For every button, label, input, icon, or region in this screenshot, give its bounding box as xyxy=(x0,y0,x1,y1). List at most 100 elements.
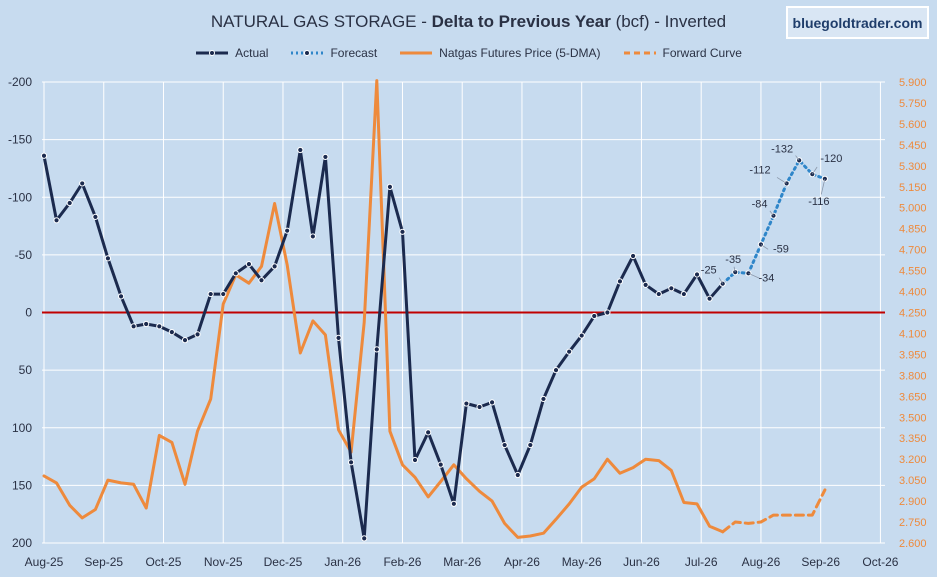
data-point xyxy=(476,403,483,411)
y-left-tick-label: -100 xyxy=(8,190,32,204)
data-point xyxy=(79,180,86,187)
annotation-leader xyxy=(748,272,760,279)
x-tick-label: Sep-26 xyxy=(801,555,840,569)
annotation-leader xyxy=(769,210,774,216)
legend-item-actual: Actual xyxy=(195,46,268,60)
x-tick-label: Dec-25 xyxy=(264,555,303,569)
data-point xyxy=(437,461,444,468)
data-label: -116 xyxy=(808,196,829,208)
data-point xyxy=(668,285,675,292)
legend-item-futures: Natgas Futures Price (5-DMA) xyxy=(399,46,601,60)
data-point xyxy=(604,309,611,316)
data-point xyxy=(629,252,637,260)
data-point xyxy=(655,290,662,298)
x-tick-label: Nov-25 xyxy=(204,555,243,569)
x-tick-label: Oct-26 xyxy=(862,555,898,569)
data-point xyxy=(591,312,598,320)
y-right-tick-label: 5.000 xyxy=(899,203,927,215)
data-point xyxy=(527,441,534,449)
data-point xyxy=(501,441,508,449)
x-tick-label: May-26 xyxy=(562,555,602,569)
y-right-tick-label: 5.150 xyxy=(899,182,927,194)
data-point xyxy=(194,331,201,338)
annotation-leader xyxy=(811,166,818,175)
data-point xyxy=(181,337,189,344)
annotation-leader xyxy=(760,244,769,250)
data-label: -35 xyxy=(725,254,741,266)
data-point xyxy=(411,456,419,464)
data-point xyxy=(156,323,163,330)
legend-swatch-forward xyxy=(623,51,656,55)
y-right-tick-label: 4.550 xyxy=(899,266,927,278)
x-tick-label: Apr-26 xyxy=(504,555,540,569)
data-label: -25 xyxy=(701,265,717,277)
data-point xyxy=(53,217,60,224)
y-right-tick-label: 5.600 xyxy=(899,119,927,131)
legend: Actual Forecast Natgas Futures Price (5-… xyxy=(0,46,937,60)
data-label: -120 xyxy=(820,153,842,165)
data-point xyxy=(232,270,239,277)
data-point xyxy=(271,263,278,270)
data-point xyxy=(309,233,316,240)
data-point xyxy=(425,429,432,436)
x-tick-label: Oct-25 xyxy=(145,555,181,569)
data-point xyxy=(220,290,227,298)
data-point xyxy=(373,346,380,353)
series-line-natgas-futures-price-5-dma- xyxy=(42,79,725,539)
y-right-tick-label: 4.400 xyxy=(899,287,927,299)
legend-swatch-futures xyxy=(400,51,433,55)
legend-label-forecast: Forecast xyxy=(330,46,378,60)
data-point xyxy=(693,271,701,278)
y-right-tick-label: 5.450 xyxy=(899,140,927,152)
y-left-tick-label: -150 xyxy=(8,133,32,147)
legend-label-futures: Natgas Futures Price (5-DMA) xyxy=(439,46,601,60)
y-right-tick-label: 4.700 xyxy=(899,245,927,257)
data-point xyxy=(540,395,547,403)
x-tick-label: Jan-26 xyxy=(324,555,361,569)
data-point xyxy=(361,535,368,542)
legend-item-forward: Forward Curve xyxy=(623,46,742,60)
data-point xyxy=(104,255,112,262)
y-right-tick-label: 4.850 xyxy=(899,224,927,236)
annotation-leader xyxy=(718,277,724,284)
y-right-tick-label: 2.750 xyxy=(899,517,927,529)
y-right-tick-label: 3.500 xyxy=(899,412,927,424)
y-right-tick-label: 2.600 xyxy=(899,538,927,550)
y-right-tick-label: 3.050 xyxy=(899,475,927,487)
data-point xyxy=(40,152,48,159)
y-right-tick-label: 3.800 xyxy=(899,370,927,382)
y-right-tick-label: 3.950 xyxy=(899,349,927,361)
x-tick-label: Feb-26 xyxy=(383,555,421,569)
brand-logo: bluegoldtrader.com xyxy=(786,6,929,39)
series-line-actual xyxy=(42,148,725,540)
y-right-tick-label: 5.300 xyxy=(899,161,927,173)
y-left-tick-label: 50 xyxy=(19,363,33,377)
data-label: -34 xyxy=(758,272,774,284)
legend-swatch-forecast xyxy=(291,50,324,56)
data-point xyxy=(680,290,687,298)
y-left-tick-label: 100 xyxy=(12,421,32,435)
y-right-tick-label: 5.750 xyxy=(899,98,927,110)
data-point xyxy=(66,199,73,207)
x-tick-label: Aug-26 xyxy=(742,555,781,569)
data-point xyxy=(117,293,125,300)
data-point xyxy=(450,500,457,507)
y-right-tick-label: 3.650 xyxy=(899,391,927,403)
data-point xyxy=(706,295,713,302)
data-point xyxy=(335,334,342,341)
legend-label-forward: Forward Curve xyxy=(662,46,742,60)
series-line-forward-curve xyxy=(721,488,827,534)
data-point xyxy=(258,277,265,284)
title-part3: (bcf) - Inverted xyxy=(610,12,727,31)
data-point xyxy=(245,260,253,268)
data-point xyxy=(566,348,573,355)
y-right-tick-label: 3.350 xyxy=(899,433,927,445)
y-right-tick-label: 2.900 xyxy=(899,496,927,508)
chart-title: NATURAL GAS STORAGE - Delta to Previous … xyxy=(0,12,937,32)
y-left-tick-label: 0 xyxy=(25,306,32,320)
annotation-leader xyxy=(795,155,800,161)
x-tick-label: Jul-26 xyxy=(685,555,718,569)
data-label: -84 xyxy=(752,199,768,211)
title-part1: NATURAL GAS STORAGE - xyxy=(210,12,432,31)
